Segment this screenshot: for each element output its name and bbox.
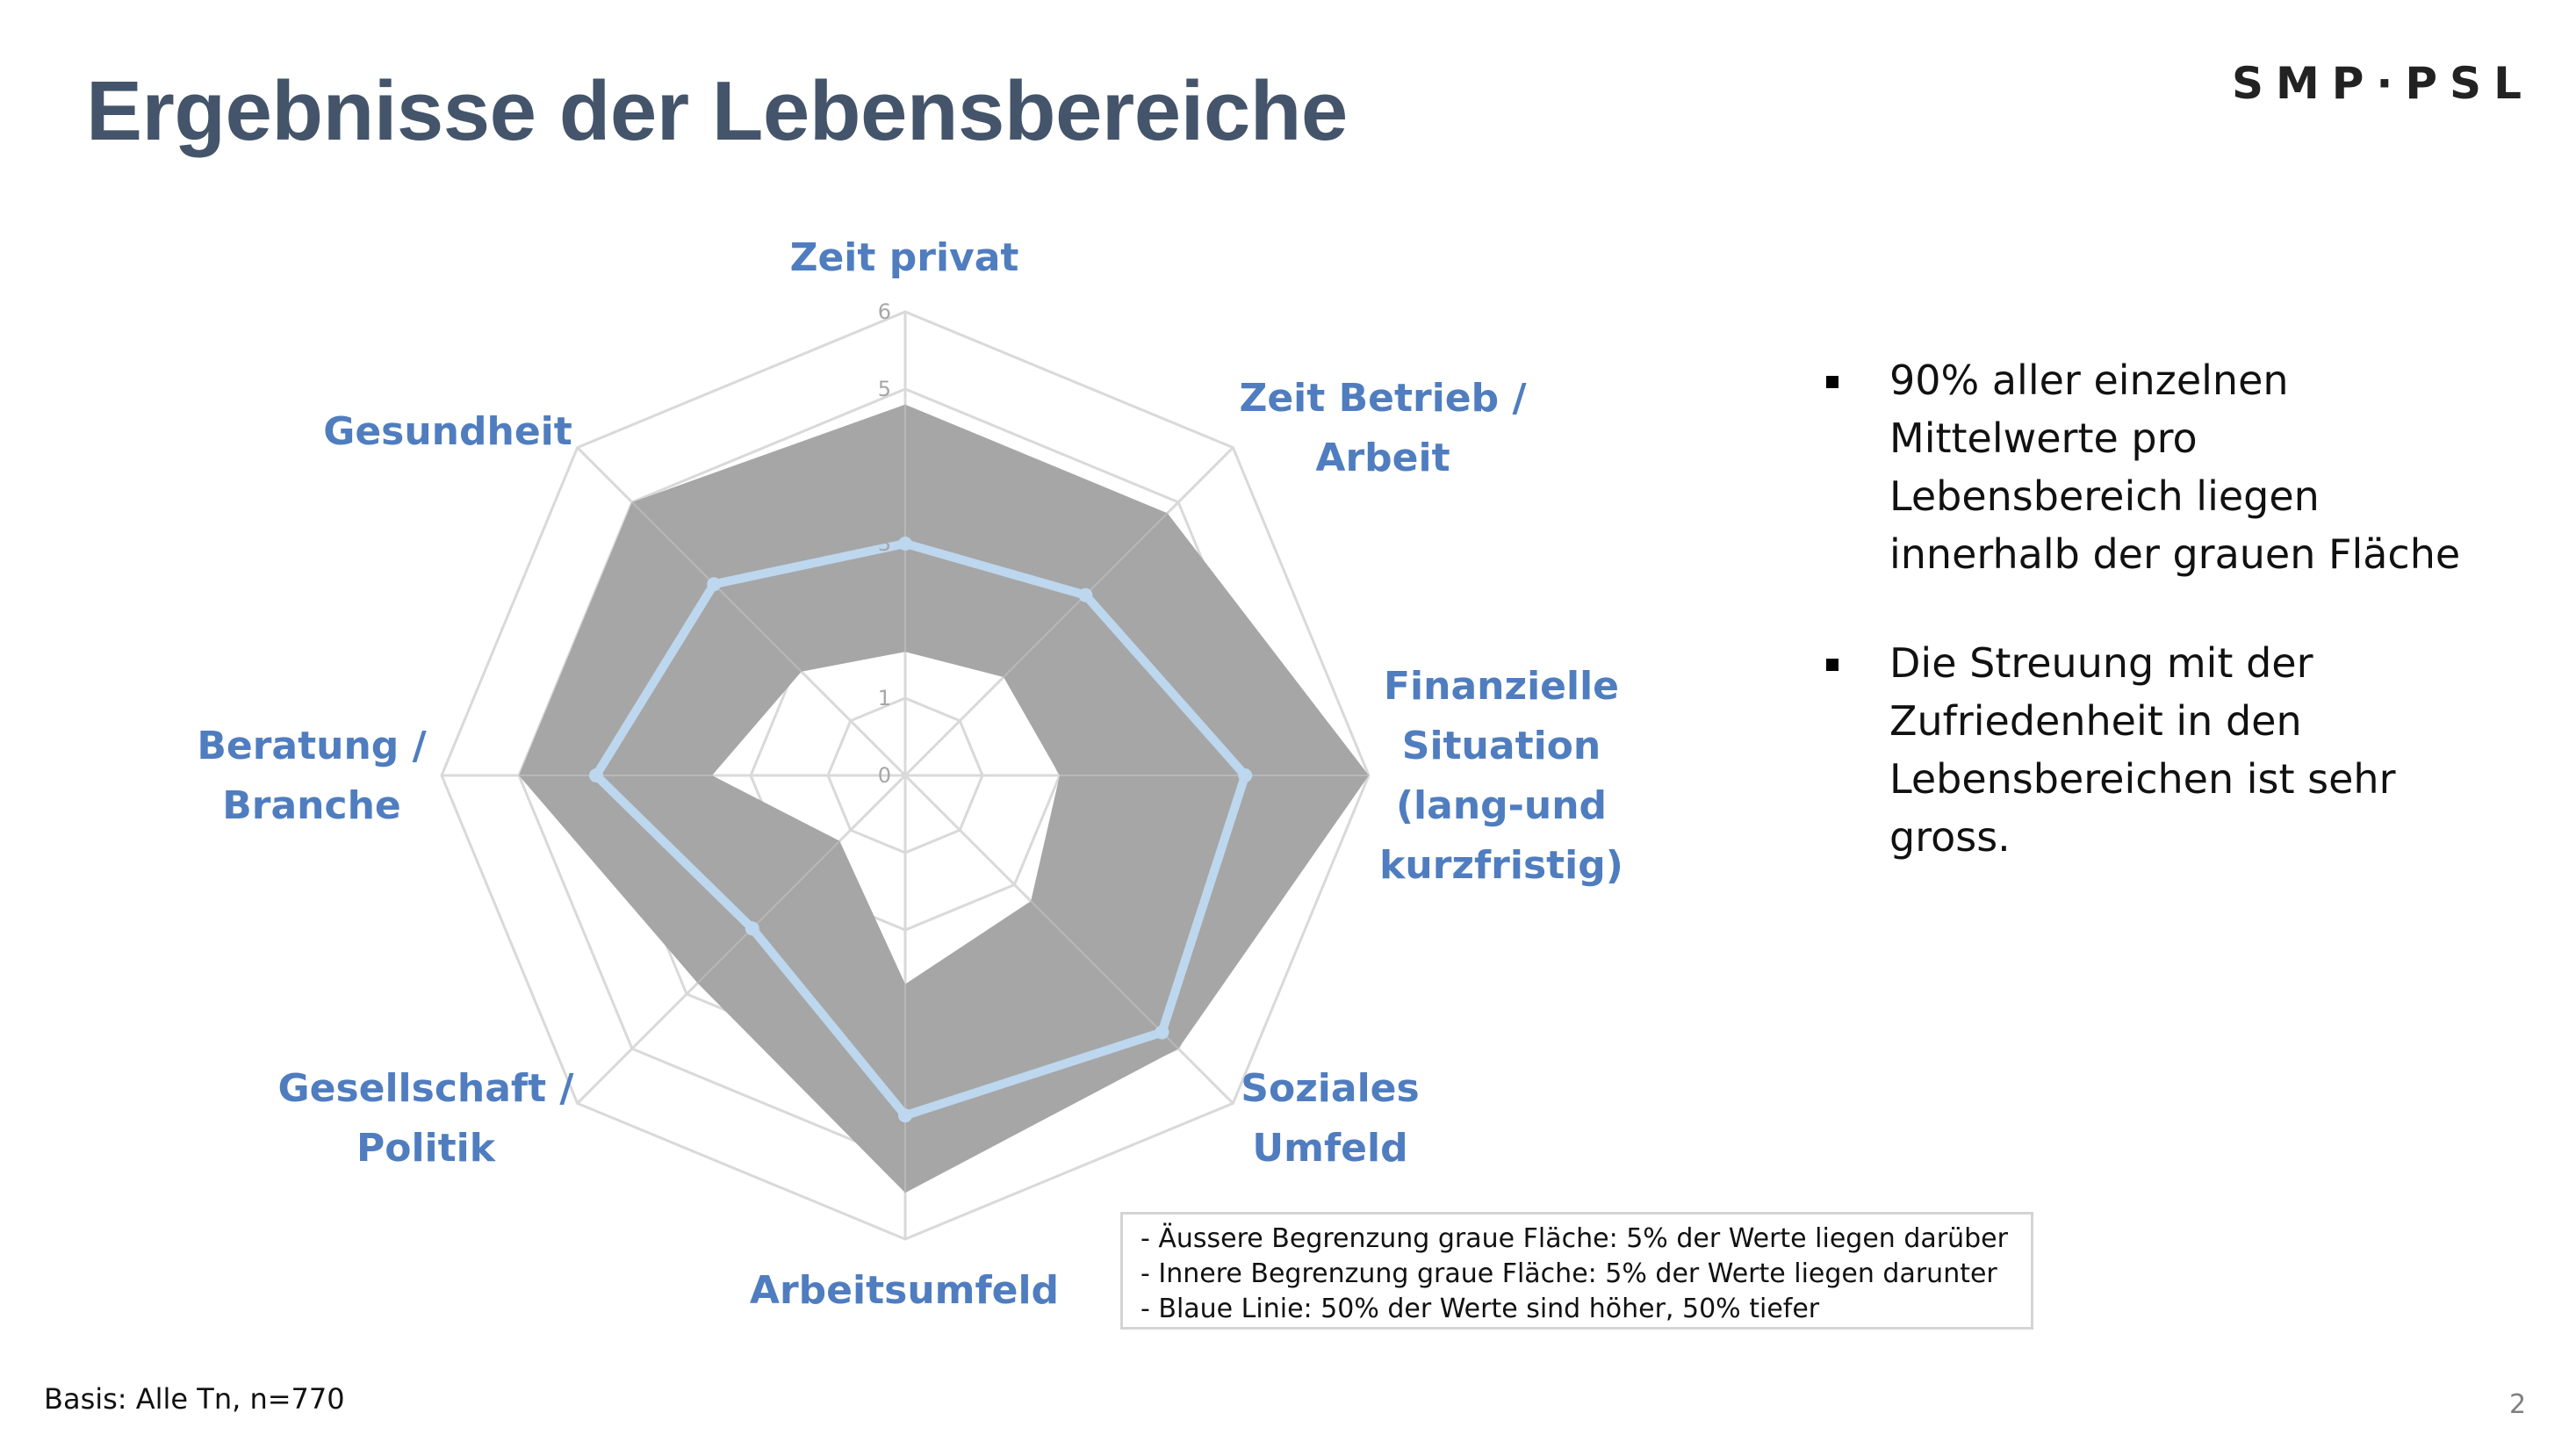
axis-label-gesundheit: Gesundheit [323, 409, 572, 454]
page-title: Ergebnisse der Lebensbereiche [86, 64, 1348, 158]
bullet-list: 90% aller einzelnen Mittelwerte pro Lebe… [1826, 351, 2493, 917]
r-tick-label: 1 [878, 686, 891, 710]
median-point [898, 1108, 912, 1123]
company-logo: SMP·PSL [2232, 58, 2534, 109]
median-point [1238, 768, 1253, 782]
median-point [745, 921, 759, 936]
median-point [898, 537, 912, 551]
square-bullet-icon [1826, 659, 1838, 671]
r-tick-label: 0 [878, 763, 891, 788]
median-point [1078, 588, 1093, 602]
axis-label-zeit-privat: Zeit privat [789, 235, 1019, 280]
axis-label-zeit-betrieb: Zeit Betrieb / Arbeit [1239, 376, 1527, 480]
legend-line-inner: - Innere Begrenzung graue Fläche: 5% der… [1140, 1258, 1997, 1289]
bullet-text: 90% aller einzelnen Mittelwerte pro Lebe… [1889, 357, 2461, 578]
axis-label-finanzielle-situation: Finanzielle Situation (lang-und kurzfris… [1379, 664, 1623, 888]
legend-line-median: - Blaue Linie: 50% der Werte sind höher,… [1140, 1294, 1820, 1324]
band-spoke [696, 840, 841, 984]
bullet-text: Die Streuung mit der Zufriedenheit in de… [1889, 639, 2396, 861]
page-number: 2 [2509, 1389, 2527, 1420]
legend-box: - Äussere Begrenzung graue Fläche: 5% de… [1120, 1212, 2033, 1330]
square-bullet-icon [1826, 376, 1838, 388]
bullet-item: 90% aller einzelnen Mittelwerte pro Lebe… [1826, 351, 2493, 583]
r-tick-label: 3 [878, 531, 891, 556]
r-tick-label: 5 [878, 377, 891, 401]
median-point [589, 768, 603, 782]
axis-label-soziales-umfeld: Soziales Umfeld [1241, 1066, 1420, 1171]
axis-label-beratung-branche: Beratung / Branche [197, 724, 427, 828]
median-point [1155, 1025, 1169, 1040]
legend-line-outer: - Äussere Begrenzung graue Fläche: 5% de… [1140, 1223, 2008, 1254]
axis-label-gesellschaft-politik: Gesellschaft / Politik [277, 1066, 574, 1171]
bullet-item: Die Streuung mit der Zufriedenheit in de… [1826, 634, 2493, 866]
band-spoke [1030, 900, 1179, 1049]
basis-note: Basis: Alle Tn, n=770 [44, 1382, 345, 1416]
r-tick-label: 6 [878, 299, 891, 324]
axis-label-arbeitsumfeld: Arbeitsumfeld [749, 1268, 1060, 1313]
median-point [707, 577, 722, 592]
